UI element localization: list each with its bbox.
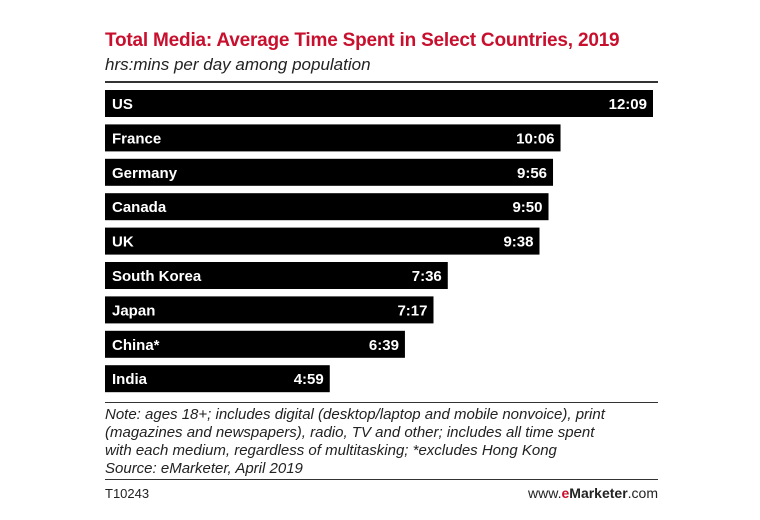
- value-label: 7:36: [412, 268, 442, 285]
- bar: [105, 158, 554, 186]
- category-label: UK: [112, 234, 134, 251]
- bar-group: Japan 7:17: [105, 296, 434, 324]
- bar: [105, 296, 434, 324]
- category-label: Japan: [112, 302, 155, 319]
- chart-note: Note: ages 18+; includes digital (deskto…: [105, 406, 658, 478]
- value-label: 4:59: [294, 371, 324, 388]
- brand-prefix: www.: [528, 485, 562, 501]
- bar-group: US 12:09: [105, 90, 653, 117]
- value-label: 12:09: [609, 96, 647, 113]
- bar-group: China* 6:39: [105, 330, 405, 358]
- bar: [105, 90, 653, 117]
- chart-id: T10243: [105, 486, 150, 501]
- category-label: China*: [112, 337, 160, 354]
- top-divider: [105, 81, 658, 83]
- bar-group: France 10:06: [105, 124, 561, 152]
- value-label: 9:56: [517, 165, 547, 182]
- value-label: 9:38: [503, 234, 533, 251]
- category-label: Germany: [112, 165, 178, 182]
- bar-group: South Korea 7:36: [105, 262, 448, 289]
- category-label: India: [112, 371, 148, 388]
- note-line: with each medium, regardless of multitas…: [105, 442, 557, 459]
- bar-chart: US 12:09 France 10:06 Germany 9:56 Canada 9:50 U…: [105, 90, 653, 393]
- value-label: 10:06: [516, 130, 554, 147]
- bar: [105, 193, 549, 221]
- bar: [105, 227, 540, 255]
- category-label: Canada: [112, 199, 167, 216]
- source-line: Source: eMarketer, April 2019: [105, 460, 303, 477]
- note-divider: [105, 402, 658, 403]
- bar-group: India 4:59: [105, 365, 330, 393]
- value-label: 6:39: [369, 337, 399, 354]
- brand-e: e: [561, 485, 570, 501]
- bar: [105, 330, 405, 358]
- brand-suffix: .com: [627, 485, 658, 501]
- chart-card: Total Media: Average Time Spent in Selec…: [105, 20, 658, 510]
- brand-name: Marketer: [569, 485, 628, 501]
- note-line: (magazines and newspapers), radio, TV an…: [105, 424, 595, 441]
- category-label: US: [112, 96, 133, 113]
- bar: [105, 124, 561, 152]
- bar: [105, 365, 330, 393]
- brand-url: www.eMarketer.com: [528, 485, 658, 501]
- footer-divider: [105, 479, 658, 480]
- bar-group: UK 9:38: [105, 227, 540, 255]
- chart-subtitle: hrs:mins per day among population: [105, 55, 371, 74]
- value-label: 9:50: [512, 199, 542, 216]
- category-label: France: [112, 130, 161, 147]
- bar: [105, 262, 448, 289]
- category-label: South Korea: [112, 268, 202, 285]
- value-label: 7:17: [397, 302, 427, 319]
- chart-title: Total Media: Average Time Spent in Selec…: [105, 30, 620, 51]
- note-line: Note: ages 18+; includes digital (deskto…: [105, 406, 605, 423]
- bar-group: Canada 9:50: [105, 193, 549, 221]
- bar-group: Germany 9:56: [105, 158, 554, 186]
